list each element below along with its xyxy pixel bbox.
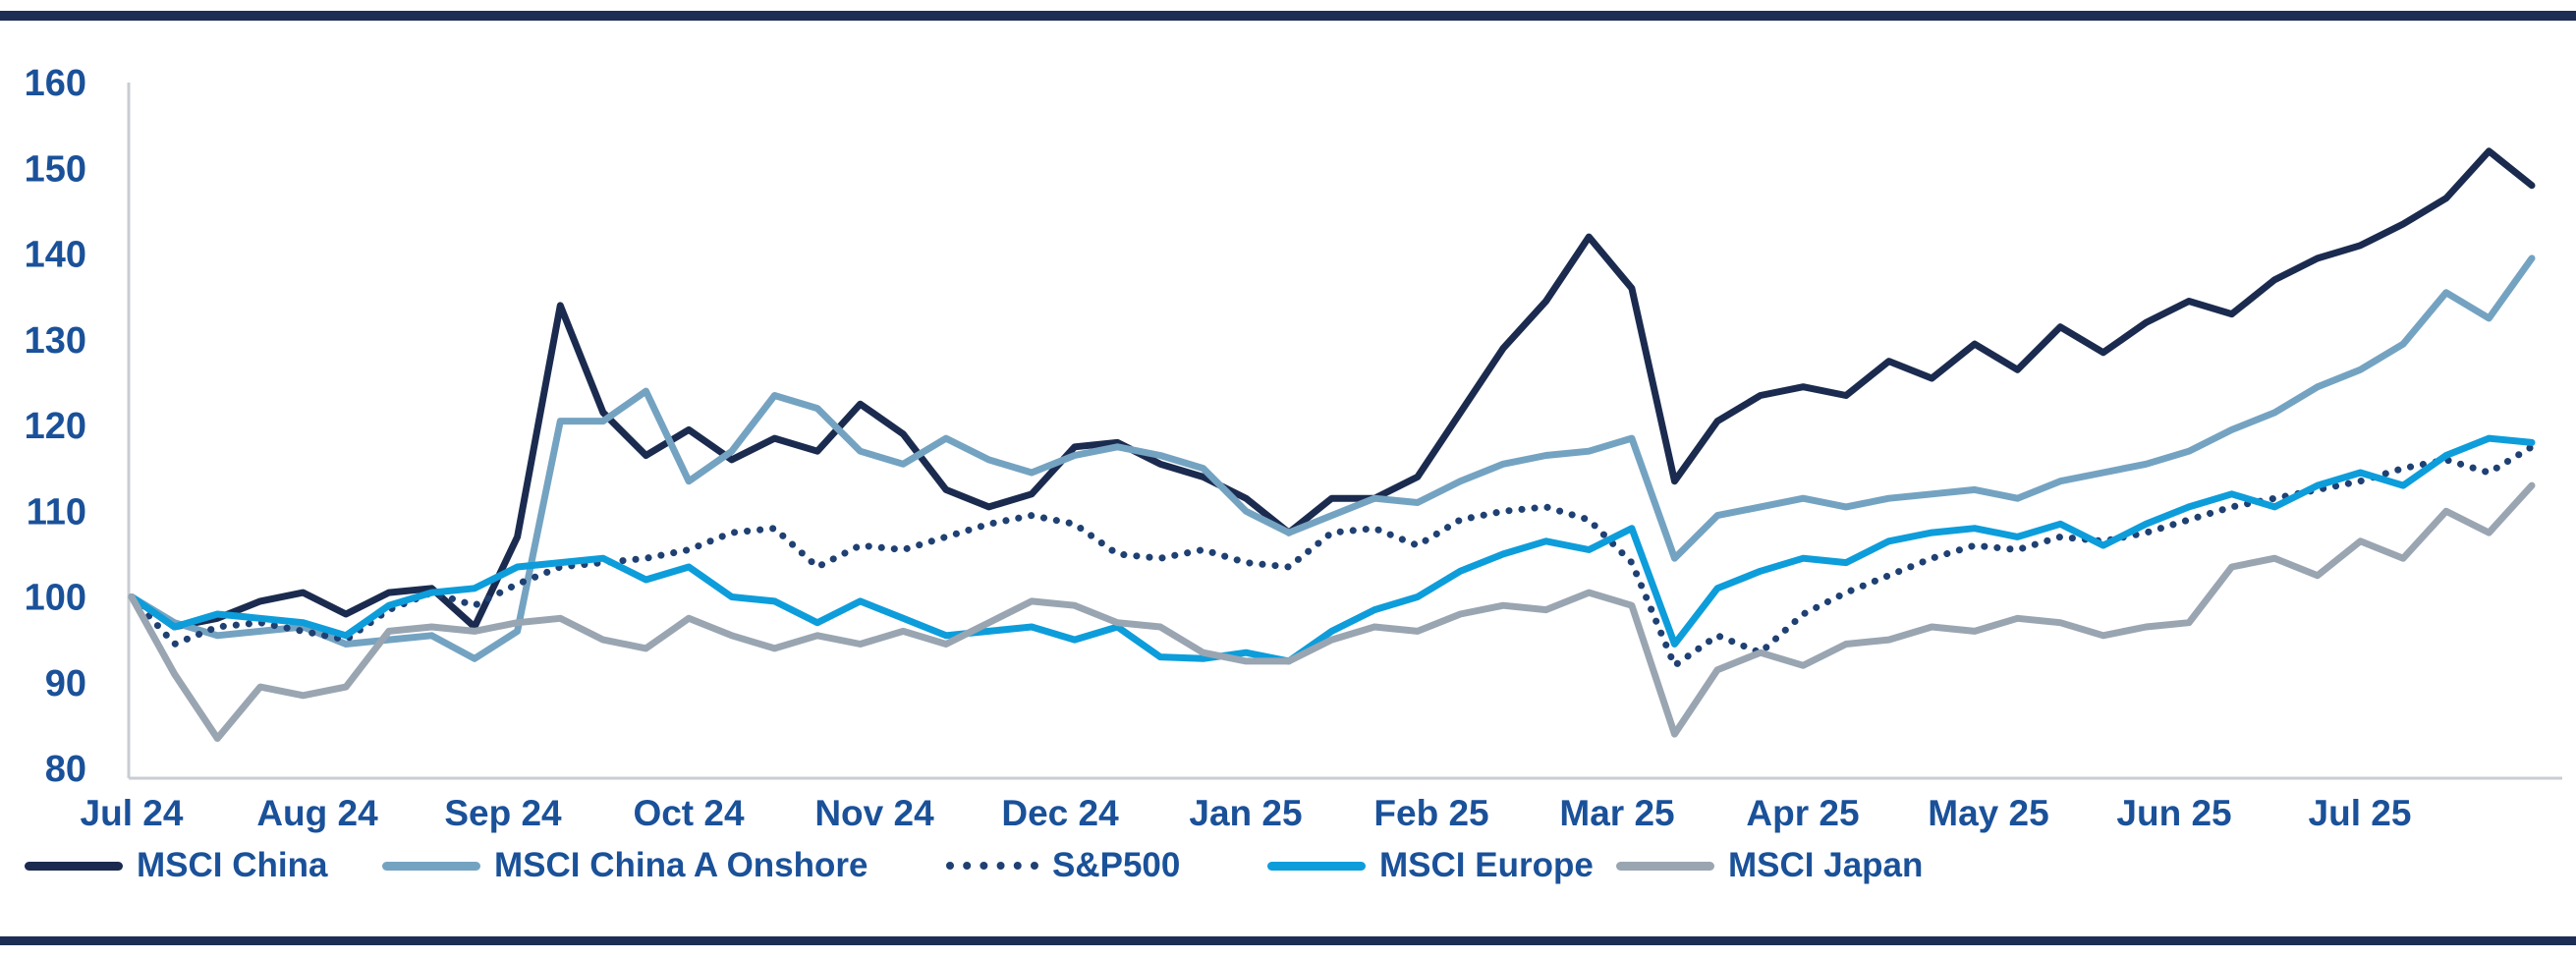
- legend-label-msci-japan: MSCI Japan: [1728, 846, 1924, 884]
- legend-item-msci-japan: MSCI Japan: [1616, 843, 1923, 888]
- legend-label-msci-china-a-onshore: MSCI China A Onshore: [494, 846, 868, 884]
- y-tick-label: 160: [25, 63, 86, 104]
- series-line-msci-china: [128, 147, 2536, 631]
- y-tick-label: 90: [45, 663, 86, 705]
- x-tick-label: Feb 25: [1373, 793, 1488, 833]
- x-tick-label: Oct 24: [633, 793, 745, 833]
- legend-label-msci-china: MSCI China: [137, 846, 328, 884]
- sp500-dotted-line-swatch: [946, 862, 1038, 870]
- legend-item-msci-china-a-onshore: MSCI China A Onshore: [382, 843, 868, 888]
- x-tick-label: Jul 24: [81, 793, 184, 833]
- y-tick-label: 120: [25, 406, 86, 447]
- y-tick-label: 110: [27, 491, 86, 533]
- series-line-msci-europe: [128, 434, 2536, 665]
- legend-item-msci-china: MSCI China: [25, 843, 327, 888]
- msci-japan-line-swatch: [1616, 861, 1714, 871]
- x-tick-label: Jan 25: [1189, 793, 1302, 833]
- x-tick-label: Sep 24: [444, 793, 562, 833]
- series-line-msci-japan: [128, 481, 2536, 742]
- msci-china-a-onshore-line-swatch: [382, 861, 480, 871]
- x-tick-label: Aug 24: [256, 793, 378, 833]
- msci-europe-line-swatch: [1267, 861, 1366, 871]
- x-tick-label: Jun 25: [2116, 793, 2231, 833]
- series-line-msci-china-a-onshore: [128, 254, 2536, 662]
- x-tick-label: Dec 24: [1001, 793, 1119, 833]
- x-tick-label: Mar 25: [1559, 793, 1674, 833]
- legend-label-msci-europe: MSCI Europe: [1379, 846, 1594, 884]
- top-rule: [0, 11, 2576, 21]
- y-tick-label: 150: [25, 148, 86, 190]
- y-tick-label: 130: [25, 320, 86, 362]
- msci-china-line-swatch: [25, 861, 123, 871]
- x-tick-label: Nov 24: [814, 793, 934, 833]
- legend-label-sp500: S&P500: [1052, 846, 1181, 884]
- legend-item-msci-europe: MSCI Europe: [1267, 843, 1594, 888]
- y-tick-label: 100: [25, 578, 86, 619]
- legend: MSCI China MSCI China A Onshore S&P500 M…: [0, 843, 2576, 888]
- x-tick-label: Apr 25: [1746, 793, 1859, 833]
- x-tick-label: May 25: [1928, 793, 2048, 833]
- bottom-rule: [0, 936, 2576, 945]
- y-tick-label: 80: [45, 749, 86, 790]
- legend-item-sp500: S&P500: [946, 843, 1180, 888]
- y-tick-label: 140: [25, 235, 86, 276]
- x-tick-label: Jul 25: [2309, 793, 2412, 833]
